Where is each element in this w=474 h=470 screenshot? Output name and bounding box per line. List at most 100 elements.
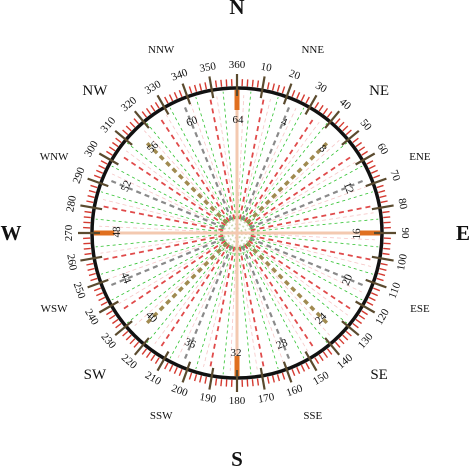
minor-degree-tick — [383, 216, 391, 219]
minor-degree-tick — [376, 184, 384, 189]
major-degree-tick — [341, 320, 360, 337]
minor-degree-tick — [168, 94, 174, 102]
degree-label: 240 — [82, 307, 101, 328]
minor-degree-tick — [345, 330, 352, 337]
radial-dash-line — [111, 165, 225, 227]
major-degree-tick — [259, 76, 266, 99]
radial-dash-line — [126, 241, 227, 324]
minor-degree-tick — [380, 262, 388, 266]
radial-dash-line — [243, 107, 305, 221]
minor-degree-tick — [326, 111, 333, 118]
minor-degree-tick — [361, 150, 368, 156]
minor-degree-tick — [382, 252, 390, 256]
radial-dash-line — [126, 142, 227, 225]
degree-label: 70 — [387, 168, 402, 183]
radial-dash-line — [250, 191, 374, 230]
minor-degree-tick — [334, 118, 341, 125]
degree-label: 180 — [229, 395, 246, 407]
cardinal-label: E — [456, 221, 470, 245]
minor-point-label: SSW — [150, 410, 173, 422]
degree-label: 170 — [257, 391, 276, 406]
radial-pink-line — [216, 96, 233, 204]
minor-degree-tick — [305, 362, 310, 370]
inner-number-label: 48 — [111, 226, 123, 238]
degree-label: 350 — [199, 60, 218, 75]
minor-degree-tick — [380, 200, 388, 204]
minor-degree-tick — [199, 375, 203, 383]
degree-label: 10 — [260, 61, 273, 75]
minor-degree-tick — [173, 92, 178, 99]
radial-dash-line — [120, 240, 226, 312]
major-degree-tick — [181, 361, 192, 383]
minor-point-label: SSE — [303, 410, 322, 422]
radial-dash-line — [238, 95, 266, 220]
radial-dash-line — [240, 246, 279, 370]
intercardinal-label: NE — [369, 83, 389, 99]
degree-label: 190 — [199, 391, 218, 406]
radial-dash-line — [158, 244, 230, 350]
radial-dash-line — [222, 91, 236, 220]
radial-dash-line — [244, 244, 316, 350]
minor-degree-tick — [108, 314, 116, 320]
degree-label: 160 — [285, 382, 305, 399]
minor-degree-tick — [133, 118, 140, 125]
degree-label: 290 — [71, 165, 88, 185]
radial-dash-line — [238, 246, 266, 371]
minor-point-label: WSW — [41, 303, 69, 315]
radial-dash-line — [249, 237, 364, 287]
inner-number-label: 64 — [233, 114, 245, 126]
minor-degree-tick — [314, 102, 320, 109]
minor-degree-tick — [318, 354, 324, 362]
minor-degree-tick — [281, 372, 286, 380]
major-degree-tick — [208, 76, 215, 99]
minor-degree-tick — [204, 82, 208, 90]
radial-dash-line — [146, 122, 229, 223]
minor-degree-tick — [338, 121, 345, 128]
major-degree-tick — [114, 320, 133, 337]
minor-degree-tick — [334, 341, 341, 348]
radial-dash-line — [248, 154, 354, 226]
minor-degree-tick — [93, 287, 101, 292]
minor-degree-tick — [326, 348, 333, 355]
radial-pink-line — [125, 150, 214, 216]
radial-pink-line — [238, 95, 245, 204]
minor-degree-tick — [355, 141, 363, 148]
radial-dash-line — [208, 246, 236, 371]
minor-degree-tick — [322, 351, 329, 359]
degree-label: 250 — [71, 281, 88, 301]
inner-number-label: 36 — [183, 336, 198, 352]
radial-dash-line — [110, 179, 225, 229]
minor-degree-tick — [145, 351, 152, 359]
radial-pink-line — [99, 225, 208, 232]
radial-dash-line — [183, 106, 233, 221]
minor-degree-tick — [361, 310, 368, 316]
minor-degree-tick — [83, 216, 91, 219]
minor-degree-tick — [271, 83, 275, 91]
radial-dash-line — [245, 122, 328, 223]
major-degree-tick — [304, 94, 318, 115]
radial-dash-line — [169, 245, 231, 359]
minor-degree-tick — [141, 111, 148, 118]
major-degree-tick — [156, 351, 170, 372]
minor-degree-tick — [90, 184, 98, 189]
minor-degree-tick — [88, 272, 96, 277]
minor-degree-tick — [322, 107, 329, 115]
radial-dash-line — [195, 96, 234, 220]
minor-degree-tick — [300, 94, 306, 102]
minor-degree-tick — [373, 174, 381, 179]
radial-dash-line — [208, 95, 236, 220]
major-degree-tick — [324, 110, 341, 129]
minor-degree-tick — [141, 348, 148, 355]
inner-number-label: 40 — [143, 309, 160, 326]
minor-degree-tick — [125, 334, 132, 341]
minor-degree-tick — [204, 376, 208, 384]
minor-degree-tick — [383, 247, 391, 250]
cardinal-label: N — [229, 0, 244, 19]
radial-dash-line — [250, 234, 375, 262]
minor-degree-tick — [358, 314, 366, 320]
radial-dash-line — [183, 245, 233, 360]
minor-degree-tick — [86, 262, 94, 266]
radial-pink-line — [254, 121, 320, 210]
minor-degree-tick — [220, 379, 223, 387]
degree-label: 130 — [356, 330, 376, 351]
